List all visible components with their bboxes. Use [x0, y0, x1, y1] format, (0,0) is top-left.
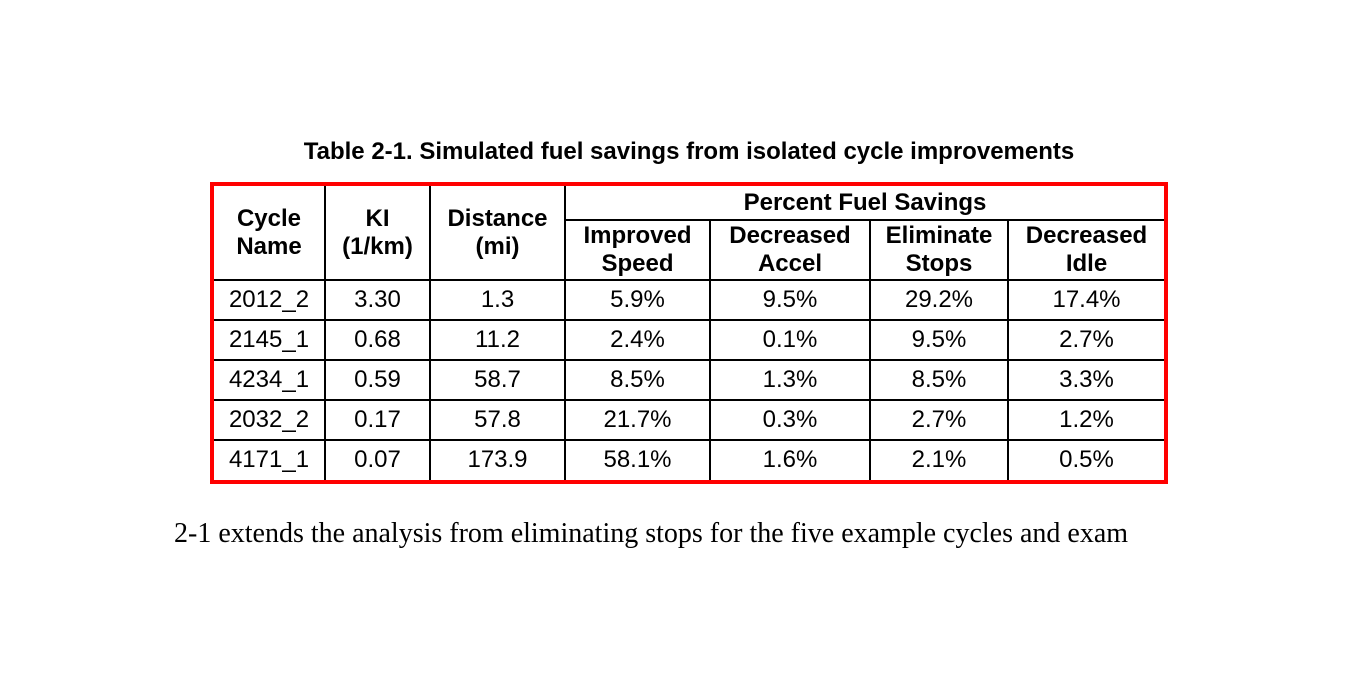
header-decreased-accel: Decreased Accel [709, 219, 871, 281]
header-line: Improved [583, 222, 692, 250]
cell-ki: 0.17 [324, 399, 431, 441]
body-text: 2-1 extends the analysis from eliminatin… [174, 518, 1129, 549]
cell-ki: 3.30 [324, 279, 431, 321]
cell-decreased-idle: 2.7% [1007, 319, 1165, 361]
header-decreased-idle: Decreased Idle [1007, 219, 1165, 281]
cell-distance: 173.9 [429, 439, 566, 481]
table-row: 4234_1 0.59 58.7 8.5% 1.3% 8.5% 3.3% [213, 359, 1165, 401]
cell-decreased-idle: 0.5% [1007, 439, 1165, 481]
cell-decreased-accel: 0.3% [709, 399, 871, 441]
header-line: Eliminate [885, 222, 993, 250]
cell-ki: 0.68 [324, 319, 431, 361]
cell-decreased-idle: 1.2% [1007, 399, 1165, 441]
header-distance: Distance (mi) [429, 185, 566, 281]
header-line: Stops [905, 250, 973, 277]
cell-decreased-accel: 0.1% [709, 319, 871, 361]
header-line: Idle [1065, 250, 1108, 277]
table-row: 2032_2 0.17 57.8 21.7% 0.3% 2.7% 1.2% [213, 399, 1165, 441]
cell-eliminate-stops: 9.5% [869, 319, 1009, 361]
cell-improved-speed: 2.4% [564, 319, 711, 361]
table-title: Table 2-1. Simulated fuel savings from i… [303, 138, 1075, 165]
cell-cycle-name: 2012_2 [213, 279, 326, 321]
cell-cycle-name: 4234_1 [213, 359, 326, 401]
cell-ki: 0.59 [324, 359, 431, 401]
cell-eliminate-stops: 2.1% [869, 439, 1009, 481]
cell-eliminate-stops: 2.7% [869, 399, 1009, 441]
cell-improved-speed: 5.9% [564, 279, 711, 321]
header-line: Cycle [236, 204, 302, 232]
header-improved-speed: Improved Speed [564, 219, 711, 281]
cell-cycle-name: 2145_1 [213, 319, 326, 361]
header-row-group: Cycle Name KI (1/km) Distance (mi) Perce… [213, 185, 1165, 281]
header-line: Name [236, 232, 302, 260]
header-line: Decreased [729, 222, 851, 250]
cell-decreased-accel: 1.6% [709, 439, 871, 481]
cell-cycle-name: 4171_1 [213, 439, 326, 481]
cell-improved-speed: 21.7% [564, 399, 711, 441]
cell-decreased-idle: 17.4% [1007, 279, 1165, 321]
header-line: (mi) [475, 232, 520, 260]
cell-distance: 57.8 [429, 399, 566, 441]
table-red-outline-box: Cycle Name KI (1/km) Distance (mi) Perce… [210, 182, 1168, 484]
header-cycle-name: Cycle Name [213, 185, 326, 281]
header-row-sub: Improved Speed Decreased Accel Eliminate… [214, 219, 1165, 281]
header-ki: KI (1/km) [324, 185, 431, 281]
header-line: Distance [447, 204, 548, 232]
header-percent-fuel-savings: Percent Fuel Savings [564, 185, 1165, 221]
cell-cycle-name: 2032_2 [213, 399, 326, 441]
cell-improved-speed: 8.5% [564, 359, 711, 401]
header-line: Speed [601, 250, 674, 277]
header-line: (1/km) [342, 232, 413, 260]
cell-decreased-accel: 1.3% [709, 359, 871, 401]
cell-decreased-idle: 3.3% [1007, 359, 1165, 401]
cell-distance: 58.7 [429, 359, 566, 401]
cell-decreased-accel: 9.5% [709, 279, 871, 321]
header-line: Decreased [1025, 222, 1148, 250]
cell-eliminate-stops: 8.5% [869, 359, 1009, 401]
table-row: 2012_2 3.30 1.3 5.9% 9.5% 29.2% 17.4% [213, 279, 1165, 321]
cell-eliminate-stops: 29.2% [869, 279, 1009, 321]
table-row: 4171_1 0.07 173.9 58.1% 1.6% 2.1% 0.5% [213, 439, 1165, 481]
header-line: KI [365, 204, 390, 232]
header-line: Accel [757, 250, 823, 277]
cell-ki: 0.07 [324, 439, 431, 481]
table-row: 2145_1 0.68 11.2 2.4% 0.1% 9.5% 2.7% [213, 319, 1165, 361]
cell-distance: 1.3 [429, 279, 566, 321]
header-eliminate-stops: Eliminate Stops [869, 219, 1009, 281]
cell-improved-speed: 58.1% [564, 439, 711, 481]
cell-distance: 11.2 [429, 319, 566, 361]
fuel-savings-table: Cycle Name KI (1/km) Distance (mi) Perce… [213, 185, 1165, 481]
